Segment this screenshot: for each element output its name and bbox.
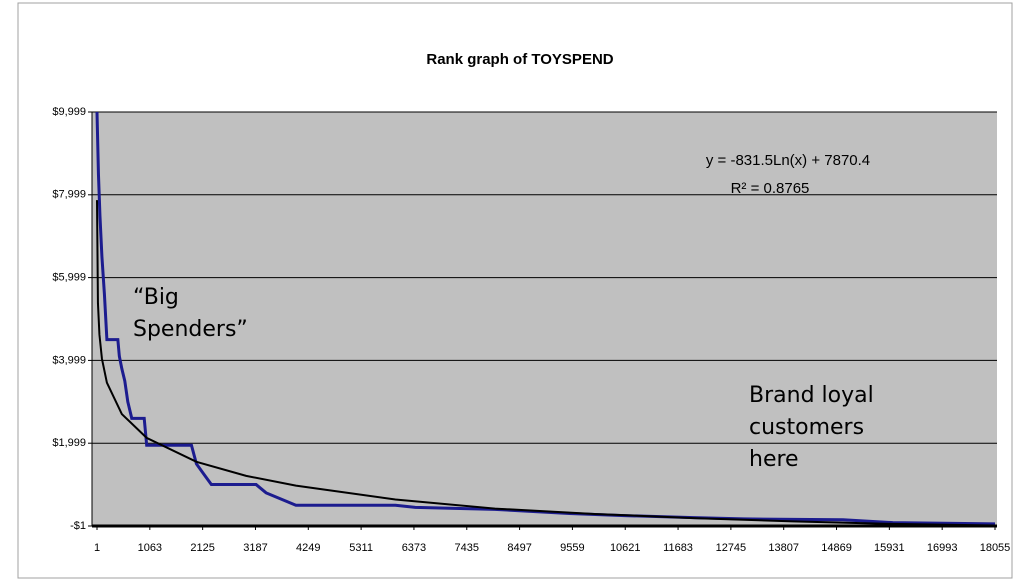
x-tick-label: 5311 (349, 542, 373, 554)
y-tick-label: $1,999 (52, 437, 86, 449)
y-tick-label: $9,999 (52, 106, 86, 118)
annotation: Spenders” (133, 317, 248, 342)
marks (92, 111, 997, 527)
x-tick-label: 13807 (768, 542, 799, 554)
r-squared: R² = 0.8765 (731, 180, 810, 197)
annotation: Brand loyal (749, 383, 874, 408)
y-tick-label: -$1 (70, 520, 86, 532)
y-tick-label: $5,999 (52, 272, 86, 284)
x-tick-label: 12745 (716, 542, 747, 554)
x-tick-label: 16993 (927, 542, 958, 554)
x-tick-label: 6373 (402, 542, 426, 554)
x-tick-label: 1 (94, 542, 100, 554)
chart-title: Rank graph of TOYSPEND (426, 51, 613, 68)
x-tick-label: 3187 (243, 542, 267, 554)
x-tick-label: 4249 (296, 542, 320, 554)
x-tick-label: 2125 (190, 542, 214, 554)
annotation: here (749, 447, 799, 472)
y-tick-label: $3,999 (52, 354, 86, 366)
x-tick-label: 18055 (980, 542, 1011, 554)
x-tick-label: 9559 (560, 542, 584, 554)
annotation: “Big (133, 285, 179, 310)
annotation: customers (749, 415, 864, 440)
y-tick-label: $7,999 (52, 189, 86, 201)
x-tick-label: 14869 (821, 542, 852, 554)
series-line (96, 200, 996, 527)
x-tick-label: 1063 (138, 542, 162, 554)
equation: y = -831.5Ln(x) + 7870.4 (706, 152, 870, 169)
x-tick-label: 15931 (874, 542, 905, 554)
x-tick-label: 8497 (507, 542, 531, 554)
x-tick-label: 10621 (610, 542, 641, 554)
x-tick-label: 11683 (663, 542, 693, 554)
plot-area (92, 112, 997, 526)
x-tick-label: 7435 (455, 542, 479, 554)
